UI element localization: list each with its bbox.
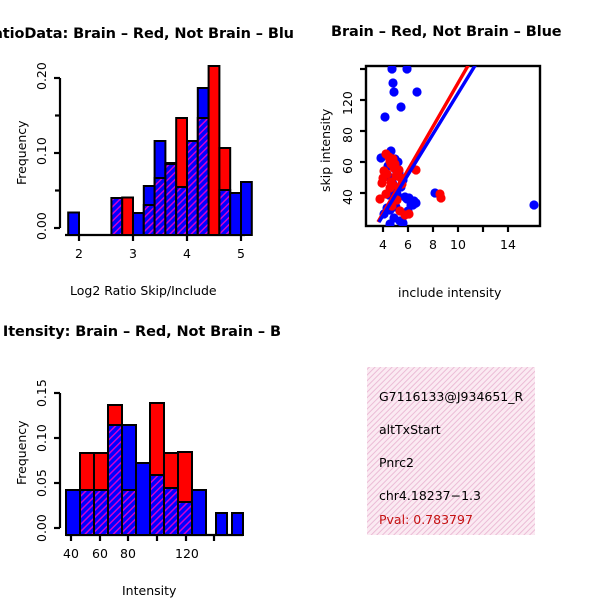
info-line-pval: Pval: 0.783797 bbox=[379, 512, 473, 527]
intensity-ytick-3: 0.15 bbox=[34, 379, 49, 407]
scatter-ytick-40: 40 bbox=[340, 189, 355, 205]
ratio-ytick-2: 0.20 bbox=[34, 62, 49, 90]
ratio-ytick-1: 0.10 bbox=[34, 137, 49, 165]
ratio-histogram-xlabel: Log2 Ratio Skip/Include bbox=[70, 283, 217, 298]
ratio-xtick-3: 5 bbox=[237, 246, 245, 261]
scatter-xlabel: include intensity bbox=[398, 285, 502, 300]
panel-intensity-scatter: Brain – Red, Not Brain – Blue skip inten… bbox=[300, 0, 600, 300]
panel-ratio-histogram: RatioData: Brain – Red, Not Brain – Blu … bbox=[0, 0, 300, 300]
panel-info: G7116133@J934651_R altTxStart Pnrc2 chr4… bbox=[300, 300, 600, 600]
intensity-histogram-xlabel: Intensity bbox=[122, 583, 177, 598]
intensity-ytick-1: 0.05 bbox=[34, 469, 49, 497]
intensity-xtick-80: 80 bbox=[120, 546, 136, 561]
intensity-histogram-title: ne Itensity: Brain – Red, Not Brain – B bbox=[0, 324, 281, 340]
ratio-xtick-0: 2 bbox=[75, 246, 83, 261]
intensity-xtick-120: 120 bbox=[175, 546, 199, 561]
ratio-histogram-title: RatioData: Brain – Red, Not Brain – Blu bbox=[0, 26, 294, 42]
scatter-ytick-80: 80 bbox=[340, 127, 355, 143]
panel-intensity-histogram: ne Itensity: Brain – Red, Not Brain – B … bbox=[0, 300, 300, 600]
info-line-gene: Pnrc2 bbox=[379, 455, 414, 470]
scatter-xtick-10: 10 bbox=[450, 237, 466, 252]
scatter-xtick-4: 4 bbox=[379, 237, 387, 252]
intensity-xtick-60: 60 bbox=[92, 546, 108, 561]
info-line-event: altTxStart bbox=[379, 422, 441, 437]
scatter-ylabel: skip intensity bbox=[318, 108, 333, 192]
ratio-histogram-plot bbox=[54, 65, 253, 241]
scatter-ytick-60: 60 bbox=[340, 158, 355, 174]
ratio-ytick-0: 0.00 bbox=[34, 212, 49, 240]
info-line-locus: chr4.18237−1.3 bbox=[379, 488, 481, 503]
scatter-xtick-6: 6 bbox=[404, 237, 412, 252]
scatter-plot bbox=[360, 64, 542, 232]
scatter-xtick-8: 8 bbox=[429, 237, 437, 252]
info-line-id: G7116133@J934651_R bbox=[379, 389, 524, 404]
intensity-histogram-ylabel: Frequency bbox=[14, 420, 29, 485]
scatter-ytick-120: 120 bbox=[340, 91, 355, 115]
ratio-xtick-2: 4 bbox=[183, 246, 191, 261]
intensity-ytick-2: 0.10 bbox=[34, 424, 49, 452]
intensity-xtick-40: 40 bbox=[63, 546, 79, 561]
info-box-background bbox=[367, 367, 535, 535]
intensity-ytick-0: 0.00 bbox=[34, 514, 49, 542]
scatter-title: Brain – Red, Not Brain – Blue bbox=[331, 24, 562, 40]
ratio-histogram-ylabel: Frequency bbox=[14, 120, 29, 185]
intensity-histogram-plot bbox=[54, 391, 244, 541]
scatter-xtick-14: 14 bbox=[500, 237, 516, 252]
ratio-xtick-1: 3 bbox=[129, 246, 137, 261]
